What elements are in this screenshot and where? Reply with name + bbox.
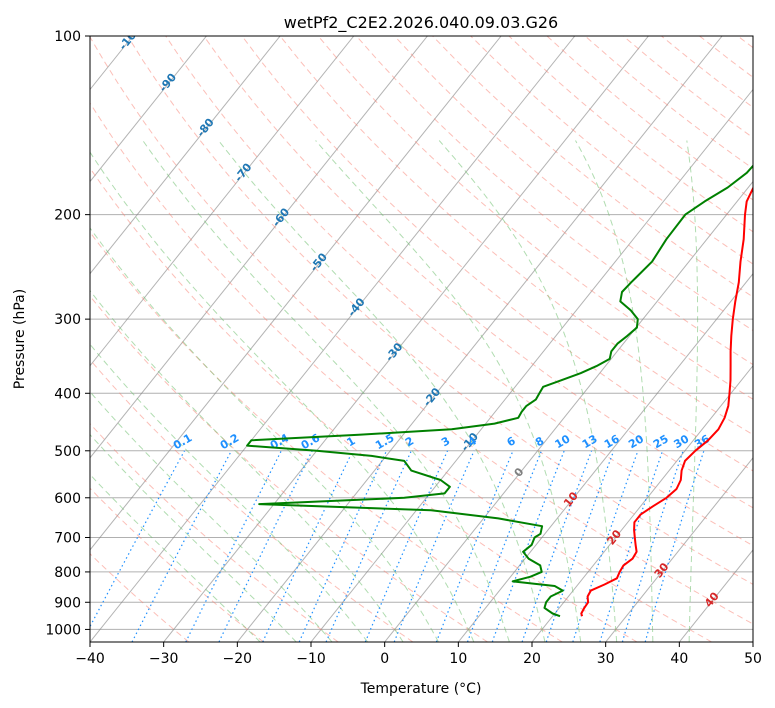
x-tick-label: −20 <box>223 651 253 667</box>
y-tick-label: 200 <box>54 208 81 224</box>
x-tick-label: −10 <box>296 651 326 667</box>
chart-title: wetPf2_C2E2.2026.040.09.03.G26 <box>284 13 558 33</box>
isotherm-line <box>90 36 576 642</box>
dry-adiabat-line <box>127 36 753 585</box>
moist-adiabat-line <box>90 151 475 642</box>
x-tick-label: −40 <box>75 651 105 667</box>
mixing-ratio-line <box>621 450 684 642</box>
moist-adiabat-line <box>686 140 699 642</box>
y-tick-label: 700 <box>54 531 81 547</box>
x-tick-label: 10 <box>449 651 467 667</box>
mixing-ratio-line <box>491 450 565 642</box>
isotherm-line <box>90 36 355 367</box>
x-tick-label: 0 <box>380 651 389 667</box>
y-axis: 100 200 300 400 500 600 700 800 900 1000 <box>45 29 90 638</box>
profiles <box>246 164 753 618</box>
isotherm-line <box>384 180 753 642</box>
isotherm-line <box>90 36 207 183</box>
dry-adiabat-line <box>90 358 414 642</box>
dry-adiabat-line <box>90 36 753 625</box>
x-tick-label: 30 <box>597 651 615 667</box>
dry-adiabat-line <box>90 553 190 642</box>
moist-adiabat-line <box>315 140 582 642</box>
background-lines <box>90 36 753 642</box>
y-tick-label: 300 <box>54 312 81 328</box>
mixing-ratio-line <box>131 450 232 642</box>
x-tick-label: 20 <box>523 651 541 667</box>
isotherm-line <box>90 36 428 459</box>
x-tick-label: 40 <box>670 651 688 667</box>
dry-adiabat-line <box>165 36 753 547</box>
y-axis-title: Pressure (hPa) <box>12 289 28 389</box>
plot-frame <box>89 35 754 643</box>
mixing-ratio-line <box>644 450 705 642</box>
isotherm-line <box>605 457 753 642</box>
isotherm-line <box>457 272 753 642</box>
moist-adiabat-line <box>90 390 333 642</box>
mixing-ratio-line <box>298 450 388 642</box>
x-tick-label: 50 <box>744 651 762 667</box>
y-tick-label: 1000 <box>45 622 81 638</box>
dry-adiabat-line <box>90 167 638 642</box>
temperature-profile-line <box>580 186 753 617</box>
isotherm-line <box>163 36 649 642</box>
y-tick-label: 600 <box>54 491 81 507</box>
y-tick-label: 800 <box>54 565 81 581</box>
mixing-ratio-line <box>466 450 543 642</box>
y-tick-label: 500 <box>54 444 81 460</box>
mixing-ratio-line <box>572 450 639 642</box>
isotherm-line <box>90 36 281 275</box>
moist-adiabat-line <box>90 343 369 642</box>
mixing-ratio-line <box>262 450 354 642</box>
moist-adiabat-line <box>90 227 439 642</box>
moist-adiabat-line <box>575 140 654 642</box>
y-tick-label: 100 <box>54 29 81 45</box>
x-axis-title: Temperature (°C) <box>360 681 482 697</box>
y-tick-label: 900 <box>54 595 81 611</box>
mixing-ratio-line <box>218 450 313 642</box>
moist-adiabat-line <box>438 140 618 642</box>
isotherm-line <box>236 36 723 642</box>
moist-adiabat-line <box>90 433 297 642</box>
y-tick-label: 400 <box>54 386 81 402</box>
dry-adiabat-line <box>394 36 753 332</box>
moist-adiabat-line <box>142 140 510 642</box>
dry-adiabat-line <box>317 36 753 400</box>
isotherm-line <box>90 36 502 551</box>
dewpoint-profile-line <box>246 164 753 618</box>
mixing-ratio-line <box>90 450 186 628</box>
dry-adiabat-line <box>90 295 488 642</box>
dry-adiabat-line <box>356 36 753 366</box>
isotherm-line <box>531 364 753 642</box>
x-axis: −40 −30 −20 −10 0 10 20 30 40 50 <box>75 642 762 667</box>
x-tick-label: −30 <box>149 651 179 667</box>
dry-adiabat-line <box>90 102 712 642</box>
dry-adiabat-line <box>203 36 753 509</box>
dry-adiabat-line <box>90 231 563 642</box>
moist-adiabat-line <box>90 289 404 642</box>
